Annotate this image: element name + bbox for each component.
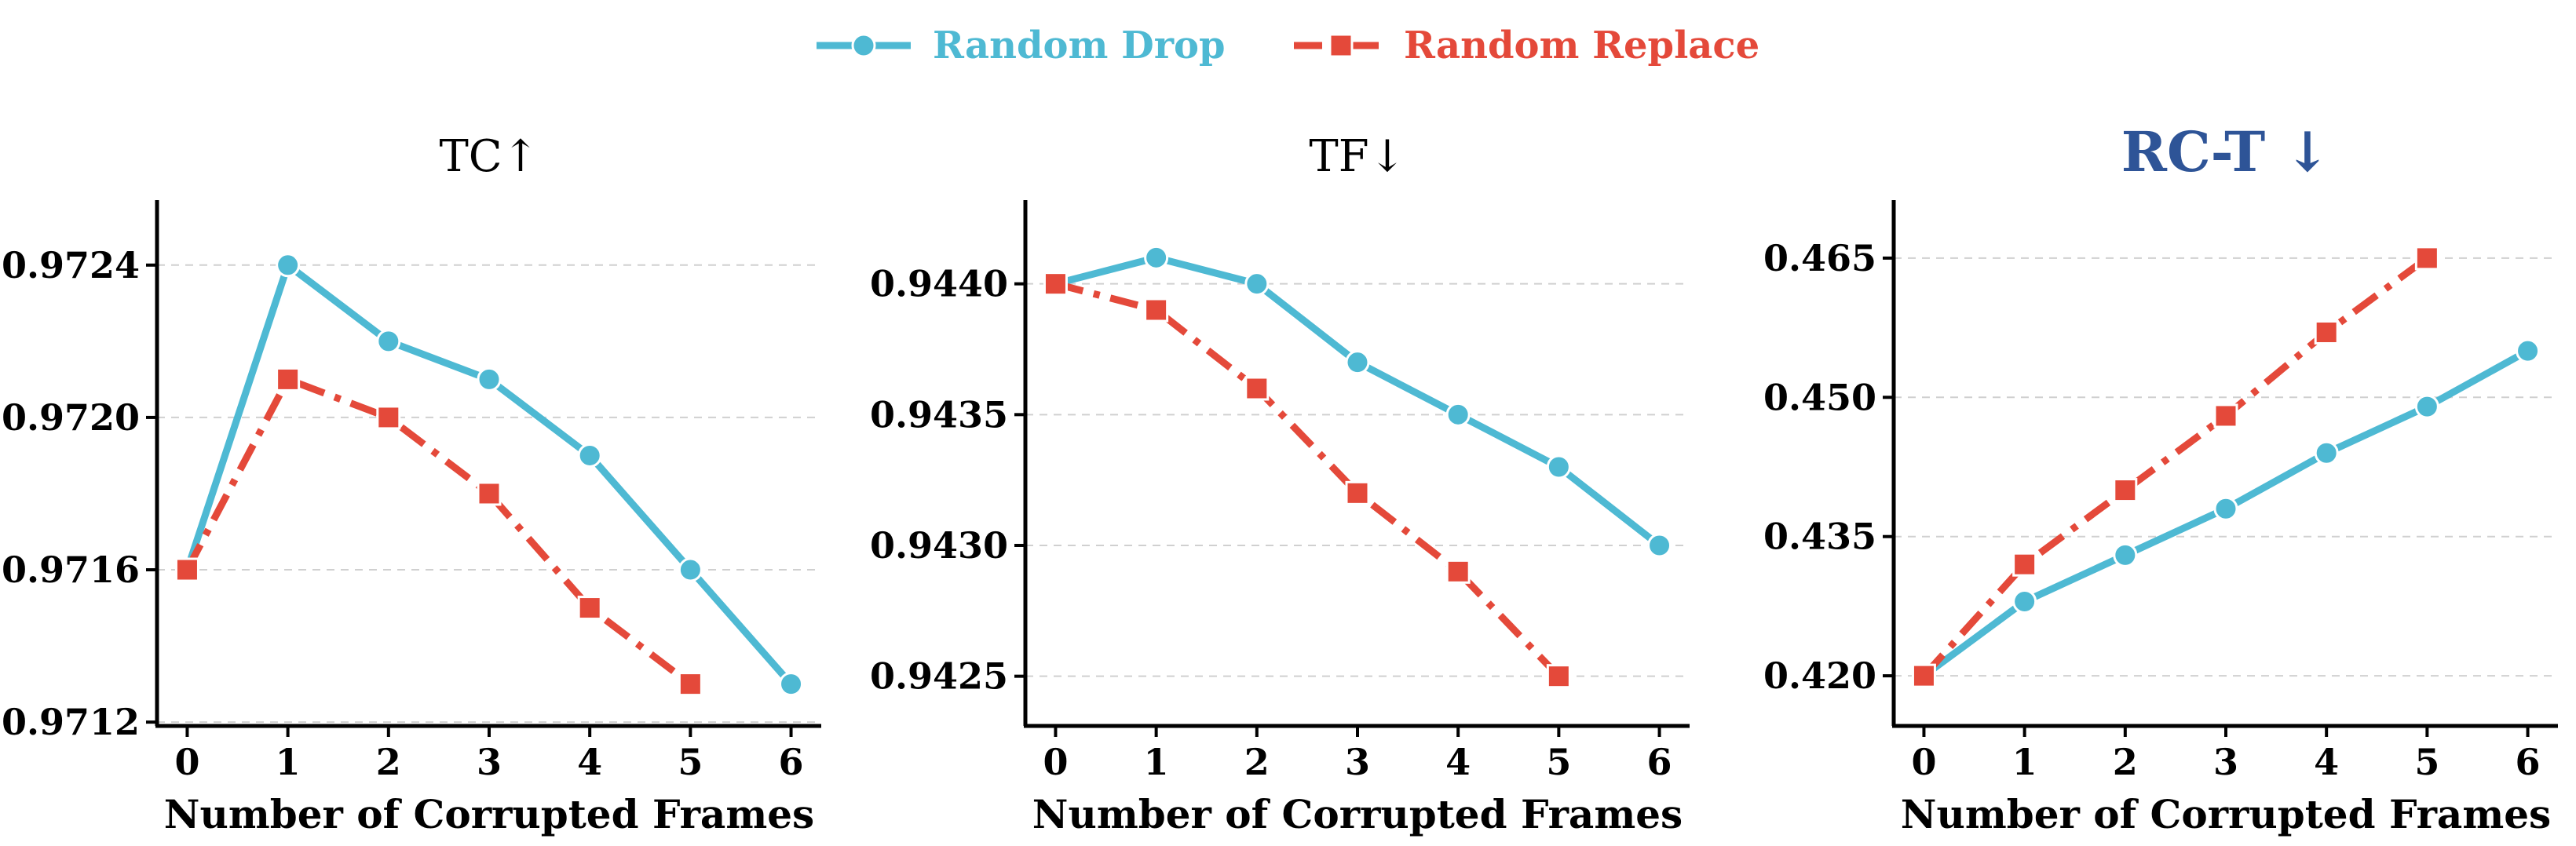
legend-entry-random-drop: Random Drop [817, 24, 1226, 67]
rct-xtick-label-2: 2 [2113, 741, 2138, 783]
tc-xtick-label-1: 1 [276, 741, 301, 783]
tc-xtick-label-6: 6 [779, 741, 804, 783]
chart-panel-rct: 0.420 0.435 0.450 0.465 0 1 2 3 4 5 6 Number of Cor… [1763, 119, 2558, 837]
tf-x-axis-label: Number of Corrupted Frames [1032, 791, 1683, 837]
tc-replace-point-2 [376, 405, 401, 430]
rct-drop-point-2 [2113, 542, 2138, 567]
rct-x-axis-label: Number of Corrupted Frames [1901, 791, 2551, 837]
legend-drop-marker [851, 33, 876, 58]
rct-replace-point-1 [2012, 552, 2037, 577]
tf-drop-point-4 [1445, 402, 1471, 427]
tf-ytick-label-0: 0.9425 [870, 655, 1008, 698]
rct-ytick-label-2: 0.450 [1763, 376, 1876, 418]
legend-replace-marker [1328, 33, 1354, 58]
rct-replace-point-5 [2414, 246, 2439, 271]
rct-xtick-label-3: 3 [2213, 741, 2238, 783]
rct-title: RC-T ↓ [2121, 119, 2330, 184]
tf-drop-point-1 [1144, 245, 1169, 270]
legend-replace-label: Random Replace [1404, 24, 1759, 67]
tf-replace-point-1 [1144, 297, 1169, 323]
rct-replace-point-4 [2314, 319, 2339, 345]
tc-drop-point-4 [577, 443, 602, 468]
tf-drop-point-5 [1546, 454, 1571, 480]
tf-xtick-label-4: 4 [1445, 741, 1471, 783]
tc-xtick-label-4: 4 [577, 741, 602, 783]
tc-drop-point-2 [376, 329, 401, 354]
rct-drop-point-4 [2314, 440, 2339, 465]
rct-ytick-label-0: 0.420 [1763, 655, 1876, 697]
tf-ytick-label-3: 0.9440 [870, 263, 1008, 305]
tc-xtick-label-2: 2 [376, 741, 401, 783]
rct-series-replace-line [1921, 255, 2430, 679]
rct-drop-point-6 [2516, 338, 2541, 363]
rct-replace-point-2 [2113, 478, 2138, 503]
tc-xtick-label-3: 3 [477, 741, 502, 783]
tf-replace-point-4 [1445, 559, 1471, 584]
rct-drop-point-3 [2213, 496, 2238, 521]
tc-ytick-label-3: 0.9724 [2, 244, 140, 286]
tf-drop-point-2 [1244, 272, 1270, 297]
legend-drop-label: Random Drop [933, 24, 1226, 67]
tc-x-axis-label: Number of Corrupted Frames [164, 791, 814, 837]
tf-drop-point-3 [1345, 350, 1370, 375]
tf-xtick-label-1: 1 [1144, 741, 1169, 783]
tf-replace-point-3 [1345, 480, 1370, 505]
chart-panel-tc: 0.9712 0.9716 0.9720 0.9724 0 1 2 3 4 5 6 Number of… [2, 131, 821, 837]
tf-replace-point-5 [1546, 664, 1571, 689]
rct-drop-point-5 [2414, 394, 2439, 419]
tc-replace-point-5 [678, 672, 703, 697]
tf-replace-point-2 [1244, 376, 1270, 401]
rct-xtick-label-4: 4 [2314, 741, 2339, 783]
tc-xtick-label-0: 0 [174, 741, 199, 783]
tc-drop-point-3 [477, 366, 502, 392]
tc-xtick-label-5: 5 [678, 741, 703, 783]
rct-ytick-label-1: 0.435 [1763, 516, 1876, 558]
legend-entry-random-replace: Random Replace [1294, 24, 1759, 67]
tf-ytick-label-1: 0.9430 [870, 524, 1008, 567]
tc-ytick-label-2: 0.9720 [2, 396, 140, 439]
tf-title: TF↓ [1309, 131, 1405, 182]
tf-xtick-label-0: 0 [1043, 741, 1068, 783]
tf-xtick-label-3: 3 [1345, 741, 1370, 783]
rct-ytick-label-3: 0.465 [1763, 237, 1876, 279]
tc-replace-point-0 [174, 557, 199, 582]
tc-series-drop-line [184, 261, 794, 687]
tf-xtick-label-6: 6 [1647, 741, 1672, 783]
rct-drop-point-1 [2012, 589, 2037, 614]
tf-xtick-label-2: 2 [1244, 741, 1270, 783]
tf-series-replace-line [1054, 280, 1562, 679]
tf-replace-point-0 [1043, 272, 1068, 297]
tf-xtick-label-5: 5 [1546, 741, 1571, 783]
chart-panel-tf: 0.9425 0.9430 0.9435 0.9440 0 1 2 3 4 5 6 Number of… [870, 131, 1690, 837]
tc-ytick-label-0: 0.9712 [2, 701, 140, 743]
rct-replace-point-0 [1911, 663, 1936, 688]
tc-drop-point-6 [779, 672, 804, 697]
chart-legend: Random Drop Random Replace [817, 24, 1759, 67]
rct-xtick-label-6: 6 [2516, 741, 2541, 783]
tf-ytick-label-2: 0.9435 [870, 393, 1008, 436]
tc-replace-point-4 [577, 596, 602, 621]
tc-title: TC↑ [439, 131, 539, 182]
tc-series-replace-line [184, 375, 693, 687]
tc-replace-point-3 [477, 481, 502, 506]
rct-replace-point-3 [2213, 403, 2238, 428]
tc-drop-point-5 [678, 557, 703, 582]
tc-ytick-label-1: 0.9716 [2, 549, 140, 591]
tc-replace-point-1 [276, 366, 301, 392]
tc-drop-point-1 [276, 253, 301, 278]
tf-drop-point-6 [1647, 533, 1672, 558]
rct-xtick-label-1: 1 [2012, 741, 2037, 783]
rct-xtick-label-5: 5 [2414, 741, 2439, 783]
rct-xtick-label-0: 0 [1911, 741, 1936, 783]
